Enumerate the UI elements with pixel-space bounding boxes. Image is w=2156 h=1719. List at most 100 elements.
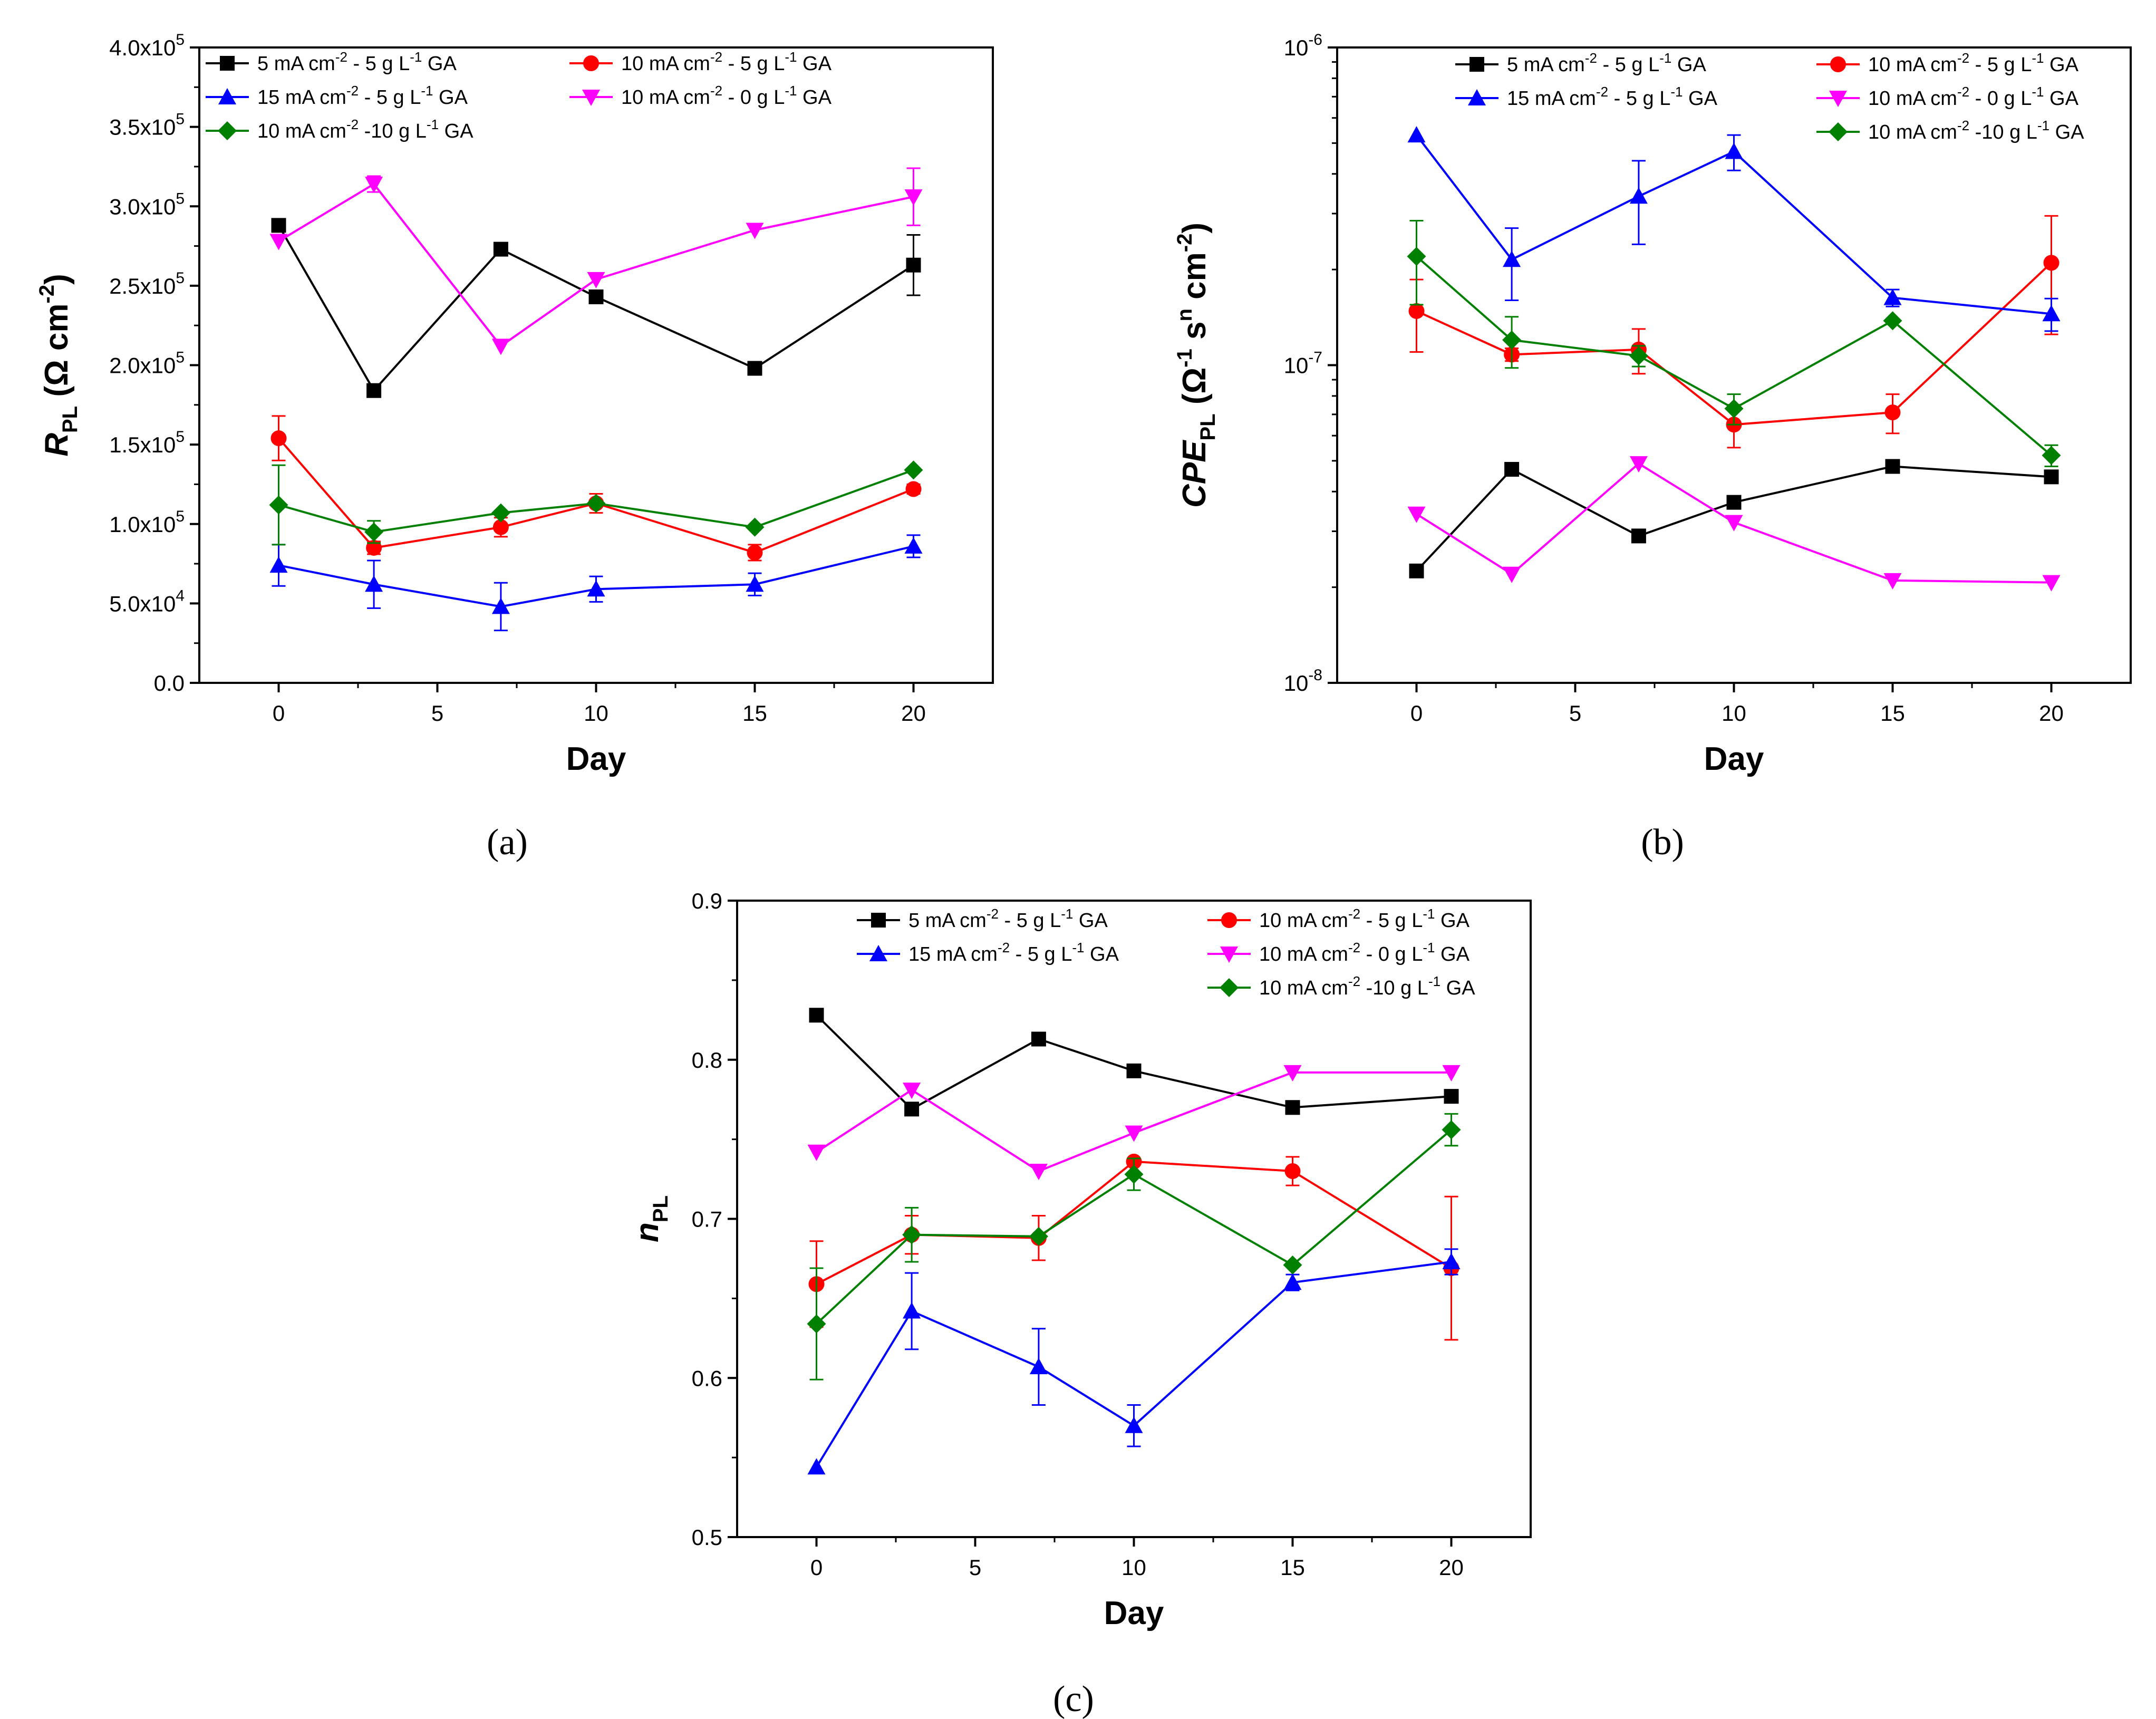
y-tick-base: 5.0x10: [109, 591, 176, 616]
legend-marker: [1220, 947, 1238, 963]
legend-sup: -2: [1585, 50, 1597, 66]
series-s10_0: [269, 167, 923, 355]
data-point: [1442, 1120, 1461, 1139]
legend-marker: [1468, 89, 1486, 105]
series-s10_0: [807, 1065, 1461, 1180]
data-point: [1629, 456, 1648, 473]
x-tick-label: 10: [1722, 701, 1746, 726]
legend-text-part: -10 g L: [1969, 121, 2037, 143]
data-point: [491, 339, 510, 355]
legend-marker: [218, 121, 237, 140]
series-s5_5: [1409, 459, 2059, 578]
data-point: [1724, 399, 1744, 418]
data-point: [1407, 506, 1426, 523]
legend-label: 10 mA cm-2 - 0 g L-1 GA: [621, 83, 832, 109]
legend-text-part: GA: [1085, 943, 1119, 965]
legend-label: 10 mA cm-2 - 0 g L-1 GA: [1868, 84, 2079, 110]
legend-text-part: 10 mA cm: [1868, 88, 1957, 110]
y-tick-base: 3.0x10: [109, 194, 176, 219]
y-tick-label: 0.5: [692, 1525, 722, 1550]
series-line: [278, 182, 914, 348]
legend-sup: -2: [1957, 50, 1969, 66]
y-tick-base: 0.0: [154, 671, 185, 696]
data-point: [2043, 255, 2060, 271]
data-point: [2044, 469, 2059, 485]
panel-caption: (a): [487, 822, 528, 863]
y-label-close: ): [38, 274, 75, 285]
series-s5_5: [809, 1008, 1459, 1117]
legend-text-part: 10 mA cm: [1868, 121, 1957, 143]
legend-label: 10 mA cm-2 - 5 g L-1 GA: [1868, 50, 2079, 76]
legend-sup: -1: [1423, 940, 1435, 955]
data-point: [1504, 462, 1520, 477]
legend-text-part: GA: [2044, 88, 2079, 110]
data-point: [746, 575, 764, 592]
y-tick-label: 3.5x105: [109, 111, 185, 140]
x-tick-label: 0: [1410, 701, 1423, 726]
legend-label: 5 mA cm-2 - 5 g L-1 GA: [257, 49, 457, 75]
data-point: [492, 519, 509, 535]
legend-text-part: GA: [1440, 977, 1475, 999]
legend-text-part: 10 mA cm: [257, 120, 346, 142]
legend-text-part: GA: [1671, 54, 1706, 76]
chart-a: 0 5 10 15 200.05.0x1041.0x1051.5x1052.0x1052…: [35, 31, 994, 863]
legend-label: 5 mA cm-2 - 5 g L-1 GA: [908, 906, 1108, 932]
legend-sup: -2: [1957, 84, 1969, 100]
data-point: [364, 522, 384, 542]
data-point: [903, 1302, 921, 1319]
legend-text-part: 10 mA cm: [1259, 910, 1348, 932]
data-point: [1124, 1165, 1144, 1184]
data-point: [905, 481, 922, 497]
series-line: [815, 1260, 1452, 1468]
y-axis-label: RPL (Ω cm-2): [35, 274, 82, 457]
y-tick-label: 3.0x105: [109, 190, 185, 219]
y-tick-label: 0.0: [154, 671, 185, 696]
y-tick-label: 0.9: [692, 889, 722, 913]
data-point: [365, 575, 383, 592]
legend: 5 mA cm-2 - 5 g L-1 GA 10 mA cm-2 - 5 g L…: [206, 49, 832, 142]
y-tick-label: 1.5x105: [109, 428, 185, 457]
series-line: [816, 1128, 1452, 1325]
legend-marker: [1829, 91, 1847, 107]
legend-text-part: - 5 g L: [359, 86, 421, 109]
legend-text-part: GA: [797, 53, 832, 75]
data-point: [807, 1314, 826, 1334]
series-s15_5: [1407, 126, 2061, 332]
legend-label: 15 mA cm-2 - 5 g L-1 GA: [908, 940, 1119, 965]
data-point: [1125, 1416, 1143, 1433]
legend-sup: -1: [785, 49, 797, 65]
legend-text-part: - 5 g L: [347, 53, 410, 75]
y-tick-base: 2.0x10: [109, 353, 176, 378]
data-point: [1885, 459, 1900, 474]
y-tick-exp: 5: [176, 349, 185, 366]
data-point: [747, 544, 763, 561]
data-point: [904, 460, 923, 480]
y-tick-exp: -7: [1308, 349, 1322, 366]
legend-text-part: 10 mA cm: [1259, 943, 1348, 965]
data-point: [904, 189, 923, 206]
data-point: [1883, 311, 1902, 331]
data-point: [587, 272, 605, 288]
legend-text-part: GA: [2049, 121, 2084, 143]
data-point: [269, 556, 288, 573]
legend-sup: -2: [1348, 940, 1360, 955]
series-line: [278, 545, 914, 608]
data-point: [366, 539, 382, 556]
x-tick-label: 10: [1121, 1555, 1146, 1580]
y-tick-exp: -6: [1308, 31, 1322, 49]
data-point: [902, 1225, 922, 1244]
series-line: [1416, 262, 2052, 426]
data-point: [491, 597, 510, 614]
y-tick-exp: 5: [176, 31, 185, 49]
legend-item-s10_0: 10 mA cm-2 - 0 g L-1 GA: [1816, 84, 2079, 110]
y-label-sup2: n: [1173, 308, 1196, 321]
y-label-sup: -1: [1173, 349, 1196, 368]
legend-text-part: -10 g L: [1360, 977, 1428, 999]
legend-text-part: 10 mA cm: [621, 86, 710, 109]
y-tick-label: 10-6: [1284, 31, 1322, 60]
data-point: [1407, 247, 1426, 266]
data-point: [1883, 288, 1902, 305]
legend-text-part: - 5 g L: [1010, 943, 1072, 965]
y-tick-label: 0.8: [692, 1048, 722, 1073]
